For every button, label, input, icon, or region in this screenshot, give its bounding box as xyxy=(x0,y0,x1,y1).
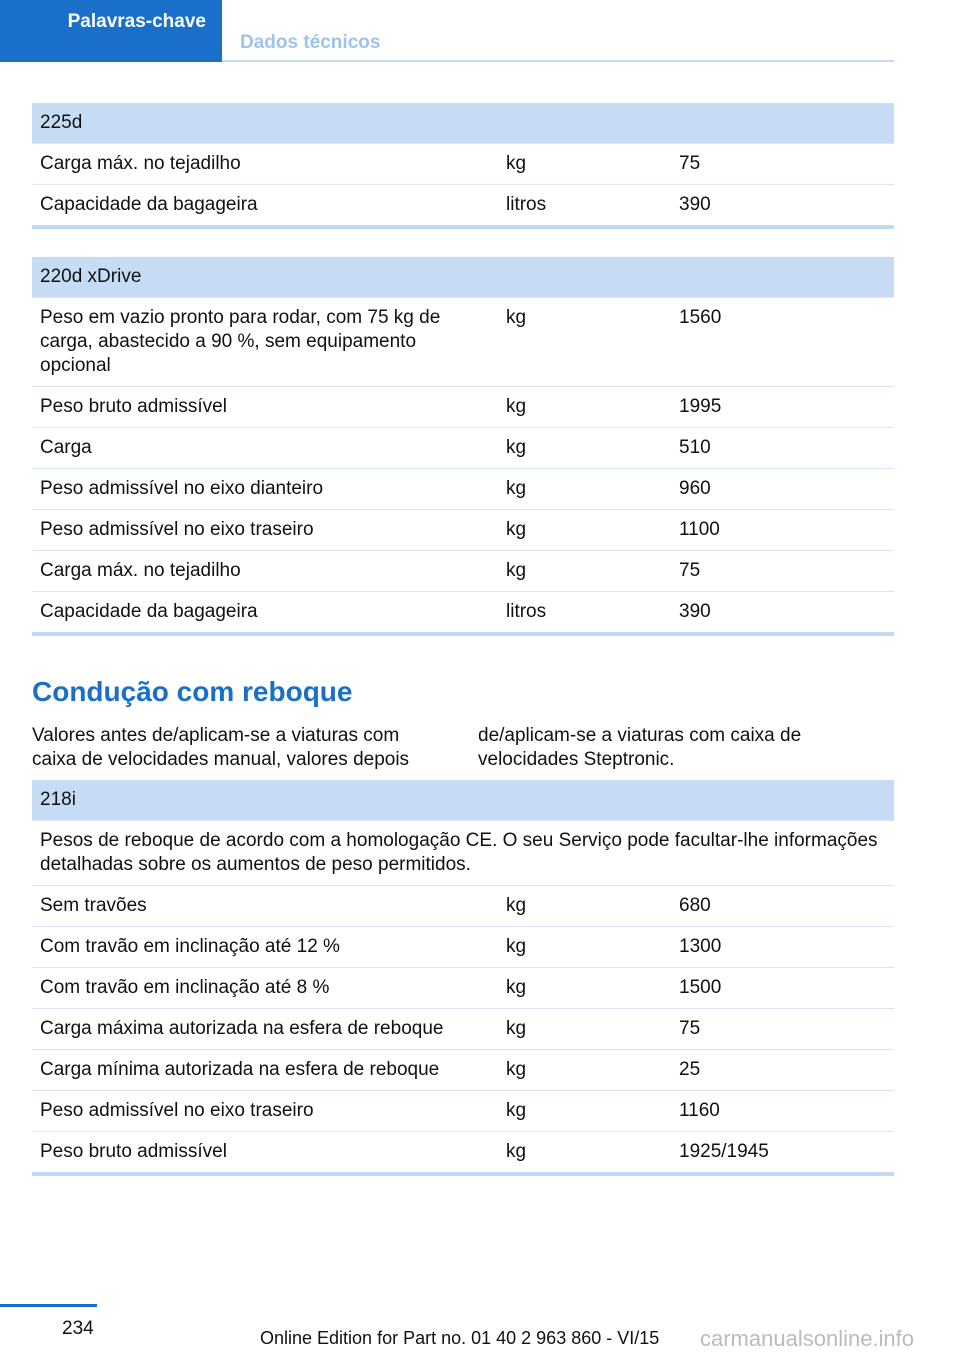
label: Peso admissível no eixo traseiro xyxy=(40,1100,314,1121)
label: Carga máx. no tejadilho xyxy=(40,153,241,174)
unit: kg xyxy=(506,977,527,998)
table-row: Com travão em inclinação até 8 % kg 1500 xyxy=(32,968,894,1009)
table-row: Peso admissível no eixo traseiro kg 1160 xyxy=(32,1091,894,1132)
table: 220d xDrive Peso em vazio pronto para rod… xyxy=(32,257,894,636)
page-line xyxy=(0,1304,97,1307)
label: Peso bruto admissível xyxy=(40,396,227,417)
unit: kg xyxy=(506,1018,527,1039)
value: 1925/1945 xyxy=(679,1141,769,1162)
section-title: Condução com reboque xyxy=(32,676,353,707)
table-title: 220d xDrive xyxy=(40,266,142,287)
table-header: 225d xyxy=(32,103,894,144)
table-row: Peso em vazio pronto para rodar, com 75 … xyxy=(32,298,894,387)
label: Sem travões xyxy=(40,895,147,916)
value: 680 xyxy=(679,895,711,916)
paragraph: Valores antes de/aplicam-se a viaturas c… xyxy=(32,725,802,770)
unit: kg xyxy=(506,560,527,581)
page-number: 234 xyxy=(62,1318,94,1339)
label: Peso bruto admissível xyxy=(40,1141,227,1162)
unit: litros xyxy=(506,601,547,622)
value: 1560 xyxy=(679,307,722,328)
table: 225d Carga máx. no tejadilho kg 75 Capacidad… xyxy=(32,103,894,229)
value: 1100 xyxy=(679,519,720,540)
label: Carga mínima autorizada na esfera de reb… xyxy=(40,1059,440,1080)
tab-label: Palavras-chave xyxy=(67,11,206,32)
table-row: Carga máx. no tejadilho kg 75 xyxy=(32,144,894,185)
label: Peso em vazio pronto para rodar, com 75 … xyxy=(40,307,441,376)
table-title: 218i xyxy=(40,789,76,810)
value: 1500 xyxy=(679,977,722,998)
label: Capacidade da bagageira xyxy=(40,601,258,622)
table-row: Carga máxima autorizada na esfera de reb… xyxy=(32,1009,894,1050)
value: 960 xyxy=(679,478,711,499)
value: 390 xyxy=(679,601,711,622)
table-row: Capacidade da bagageira litros 390 xyxy=(32,185,894,225)
unit: kg xyxy=(506,307,527,328)
table-row: Com travão em inclinação até 12 % kg 1300 xyxy=(32,927,894,968)
value: 75 xyxy=(679,1018,701,1039)
table-row: Peso bruto admissível kg 1995 xyxy=(32,387,894,428)
value: 390 xyxy=(679,194,711,215)
table-row: Peso admissível no eixo dianteiro kg 960 xyxy=(32,469,894,510)
value: 75 xyxy=(679,153,701,174)
label: Carga máx. no tejadilho xyxy=(40,560,241,581)
value: 25 xyxy=(679,1059,701,1080)
table-row: Peso bruto admissível kg 1925/1945 xyxy=(32,1132,894,1172)
table-row: Carga máx. no tejadilho kg 75 xyxy=(32,551,894,592)
table: 218i Pesos de reboque de acordo com a hom… xyxy=(32,780,894,1176)
tab[interactable]: Dados técnicos xyxy=(240,32,381,53)
table-header: 218i xyxy=(32,780,894,821)
label: Carga xyxy=(40,437,92,458)
note-row: Pesos de reboque de acordo com a homolog… xyxy=(32,821,894,886)
value: 1160 xyxy=(679,1100,720,1121)
unit: kg xyxy=(506,437,527,458)
label: Carga máxima autorizada na esfera de reb… xyxy=(40,1018,444,1039)
table-header: 220d xDrive xyxy=(32,257,894,298)
unit: kg xyxy=(506,1059,527,1080)
unit: kg xyxy=(506,936,527,957)
value: 1300 xyxy=(679,936,722,957)
tab-active[interactable]: Palavras-chave xyxy=(0,0,222,62)
unit: kg xyxy=(506,1141,527,1162)
table-row: Capacidade da bagageira litros 390 xyxy=(32,592,894,632)
unit: kg xyxy=(506,895,527,916)
unit: kg xyxy=(506,519,527,540)
label: Peso admissível no eixo dianteiro xyxy=(40,478,324,499)
unit: kg xyxy=(506,478,527,499)
unit: kg xyxy=(506,396,527,417)
header-line xyxy=(222,60,894,62)
label: Com travão em inclinação até 8 % xyxy=(40,977,330,998)
value: 1995 xyxy=(679,396,722,417)
unit: kg xyxy=(506,1100,527,1121)
label: Peso admissível no eixo traseiro xyxy=(40,519,314,540)
table-row: Sem travões kg 680 xyxy=(32,886,894,927)
watermark: carmanualsonline.info xyxy=(700,1326,915,1351)
table-row: Peso admissível no eixo traseiro kg 1100 xyxy=(32,510,894,551)
table-row: Carga mínima autorizada na esfera de reb… xyxy=(32,1050,894,1091)
value: 75 xyxy=(679,560,701,581)
table-title: 225d xyxy=(40,112,83,133)
edition: Online Edition for Part no. 01 40 2 963 … xyxy=(260,1328,660,1348)
note: Pesos de reboque de acordo com a homolog… xyxy=(40,830,878,875)
label: Capacidade da bagageira xyxy=(40,194,258,215)
unit: kg xyxy=(506,153,527,174)
table-row: Carga kg 510 xyxy=(32,428,894,469)
value: 510 xyxy=(679,437,711,458)
unit: litros xyxy=(506,194,547,215)
label: Com travão em inclinação até 12 % xyxy=(40,936,340,957)
